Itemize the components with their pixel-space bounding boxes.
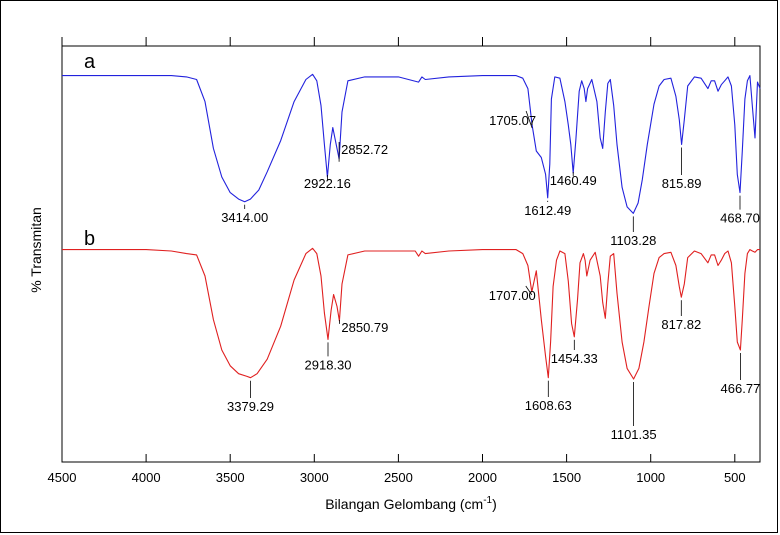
x-tick-label: 3500: [216, 470, 245, 485]
peak-label-b: 1707.00: [489, 288, 536, 303]
x-tick-label: 2000: [468, 470, 497, 485]
plot-area: [62, 46, 760, 462]
peak-label-a: 1103.28: [610, 233, 656, 248]
x-tick-label: 4500: [48, 470, 77, 485]
peak-label-b: 1454.33: [551, 351, 598, 366]
peak-label-b: 2918.30: [305, 357, 352, 372]
y-axis-title: % Transmitan: [28, 207, 44, 293]
x-axis-title-main: Bilangan Gelombang (cm: [325, 496, 483, 512]
panel-label-b: b: [84, 228, 95, 250]
peak-label-a: 468.70: [720, 211, 760, 226]
peak-label-a: 1460.49: [550, 173, 597, 188]
x-axis-title-close: ): [492, 496, 497, 512]
peak-label-a: 1612.49: [524, 203, 571, 218]
x-tick-label: 3000: [300, 470, 329, 485]
peak-label-a: 815.89: [662, 176, 702, 191]
x-axis-title: Bilangan Gelombang (cm-1): [325, 495, 497, 512]
peak-label-b: 2850.79: [341, 320, 388, 335]
x-axis-ticks: 4500 4000 3500 3000 2500 2000 1500 1000 500: [48, 37, 746, 485]
x-tick-label: 4000: [132, 470, 161, 485]
panel-label-a: a: [84, 51, 96, 73]
peak-label-a: 2852.72: [341, 142, 388, 157]
peak-label-b: 1101.35: [611, 427, 657, 442]
peak-label-b: 3379.29: [227, 399, 274, 414]
peak-label-b: 1608.63: [525, 398, 572, 413]
peak-label-a: 3414.00: [221, 210, 268, 225]
spectra: [62, 74, 760, 379]
x-tick-label: 500: [724, 470, 746, 485]
peak-annotations: 3414.00 2922.16 2852.72 1705.07 1612.49 1460.…: [221, 111, 760, 442]
peak-label-a: 1705.07: [489, 113, 536, 128]
peak-label-b: 466.77: [721, 381, 761, 396]
x-tick-label: 2500: [384, 470, 413, 485]
spectrum-line-a: [62, 74, 760, 213]
spectrum-line-b: [62, 248, 760, 379]
peak-label-a: 2922.16: [304, 176, 351, 191]
peak-label-b: 817.82: [661, 317, 701, 332]
x-tick-label: 1000: [636, 470, 665, 485]
x-tick-label: 1500: [552, 470, 581, 485]
